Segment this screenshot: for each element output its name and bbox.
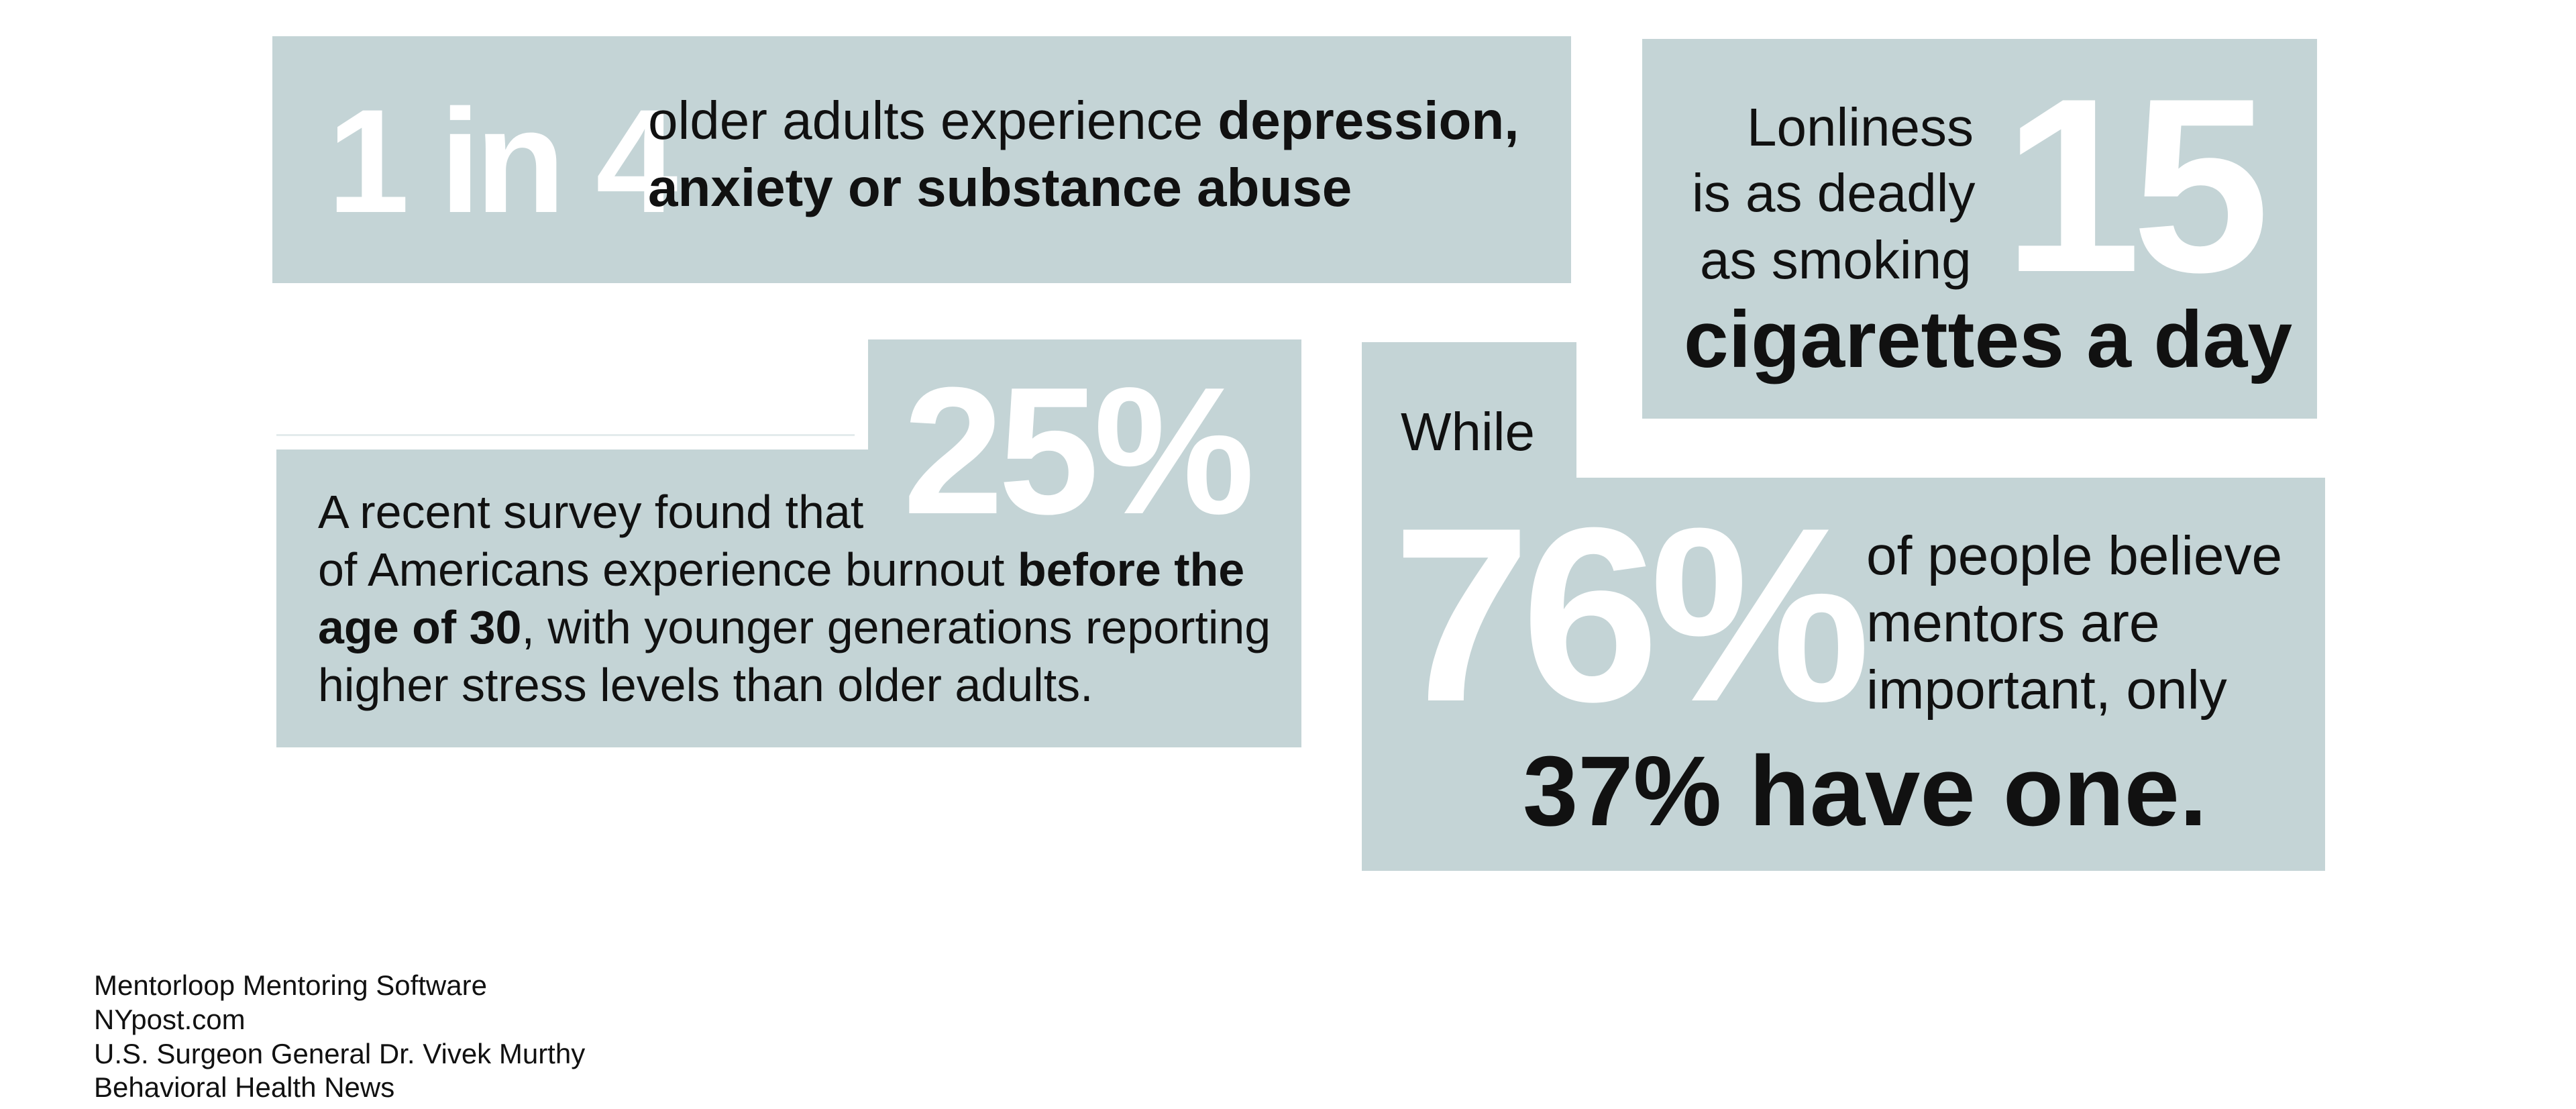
burnout-text-line-2: of Americans experience burnout before t… bbox=[318, 546, 1244, 593]
burnout-divider bbox=[276, 434, 855, 436]
burnout-stat: 25% bbox=[903, 350, 1254, 552]
burnout-text-regular: of Americans experience burnout bbox=[318, 543, 1018, 596]
mentors-stat: 76% bbox=[1393, 476, 1871, 753]
burnout-text-bold: before the bbox=[1017, 543, 1245, 596]
depression-text-line-1: older adults experience depression, bbox=[648, 94, 1519, 148]
loneliness-text-line-4: cigarettes a day bbox=[1684, 295, 2293, 384]
depression-card bbox=[272, 36, 1571, 283]
depression-text-regular: older adults experience bbox=[648, 91, 1218, 150]
burnout-text-rest: , with younger generations reporting bbox=[521, 601, 1271, 653]
burnout-text-line-4: higher stress levels than older adults. bbox=[318, 659, 1093, 711]
mentors-while-label: While bbox=[1401, 402, 1536, 462]
burnout-text-line-1: A recent survey found that bbox=[318, 486, 864, 538]
loneliness-card bbox=[1642, 39, 2317, 419]
loneliness-stat: 15 bbox=[2003, 47, 2270, 324]
loneliness-text-line-1: Lonliness bbox=[1747, 97, 1974, 157]
source-line: U.S. Surgeon General Dr. Vivek Murthy bbox=[94, 1038, 586, 1069]
source-line: Mentorloop Mentoring Software bbox=[94, 969, 487, 1001]
depression-stat: 1 in 4 bbox=[327, 78, 678, 244]
mentors-card bbox=[1362, 478, 2325, 871]
depression-text-line-2: anxiety or substance abuse bbox=[648, 158, 1352, 217]
mentors-headline: 37% have one. bbox=[1523, 736, 2208, 847]
source-line: NYpost.com bbox=[94, 1004, 246, 1035]
mentors-text-line-2: mentors are bbox=[1866, 592, 2160, 653]
mentors-text-line-1: of people believe bbox=[1866, 525, 2283, 586]
mentors-text-line-3: important, only bbox=[1866, 659, 2227, 721]
loneliness-text-line-2: is as deadly bbox=[1692, 163, 1976, 223]
burnout-card-tab bbox=[868, 339, 1301, 451]
source-line: Behavioral Health News bbox=[94, 1071, 395, 1103]
loneliness-text-line-3: as smoking bbox=[1700, 230, 1972, 290]
burnout-text-line-3: age of 30, with younger generations repo… bbox=[318, 604, 1271, 651]
depression-text-bold: depression, bbox=[1218, 91, 1519, 150]
burnout-card bbox=[276, 450, 1301, 747]
mentors-card-tab bbox=[1362, 342, 1576, 487]
burnout-text-age: age of 30 bbox=[318, 601, 522, 653]
